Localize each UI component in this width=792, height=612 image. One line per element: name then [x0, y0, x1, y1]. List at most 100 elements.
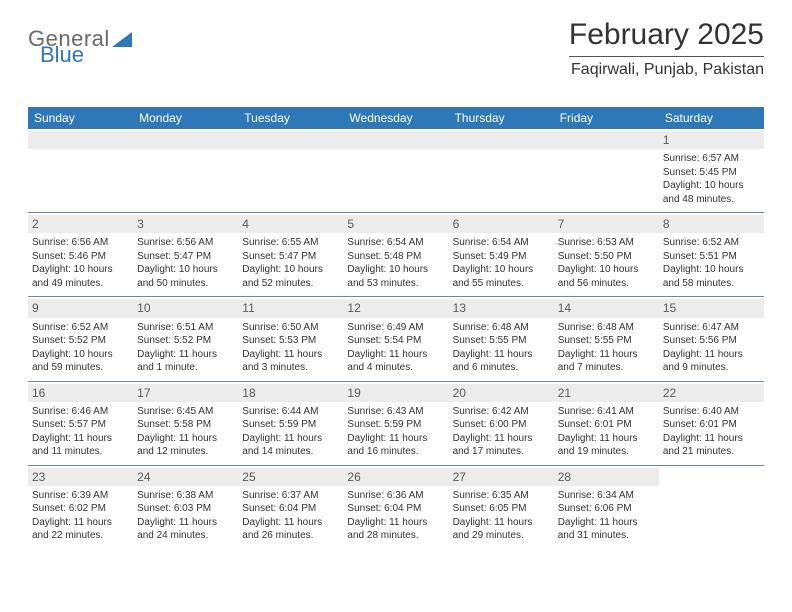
daylight-text: Daylight: 10 hours and 59 minutes. [32, 348, 129, 375]
sunrise-text: Sunrise: 6:53 AM [558, 236, 655, 250]
day-cell: 9 Sunrise: 6:52 AMSunset: 5:52 PMDaylight… [28, 297, 133, 380]
weekday-header-row: SundayMondayTuesdayWednesdayThursdayFrid… [28, 107, 764, 129]
month-title: February 2025 [569, 18, 764, 57]
empty-cell [238, 129, 343, 212]
day-info: Sunrise: 6:46 AMSunset: 5:57 PMDaylight:… [32, 405, 129, 459]
daylight-text: Daylight: 11 hours and 28 minutes. [347, 516, 444, 543]
day-cell: 19 Sunrise: 6:43 AMSunset: 5:59 PMDayligh… [343, 382, 448, 465]
sunrise-text: Sunrise: 6:40 AM [663, 405, 760, 419]
day-number: 18 [238, 384, 343, 402]
sunset-text: Sunset: 5:59 PM [242, 418, 339, 432]
day-number: 11 [238, 299, 343, 317]
day-number: 24 [133, 468, 238, 486]
sunrise-text: Sunrise: 6:49 AM [347, 321, 444, 335]
weekday-header: Tuesday [238, 107, 343, 129]
day-info: Sunrise: 6:45 AMSunset: 5:58 PMDaylight:… [137, 405, 234, 459]
brand-part2: Blue [40, 42, 84, 68]
sunset-text: Sunset: 5:45 PM [663, 166, 760, 180]
sunset-text: Sunset: 5:55 PM [558, 334, 655, 348]
day-number [238, 131, 343, 149]
day-info: Sunrise: 6:36 AMSunset: 6:04 PMDaylight:… [347, 489, 444, 543]
day-number: 1 [659, 131, 764, 149]
sunset-text: Sunset: 6:01 PM [663, 418, 760, 432]
weekday-header: Friday [554, 107, 659, 129]
sunset-text: Sunset: 5:55 PM [453, 334, 550, 348]
sunset-text: Sunset: 5:47 PM [137, 250, 234, 264]
sunrise-text: Sunrise: 6:38 AM [137, 489, 234, 503]
empty-cell [659, 466, 764, 549]
daylight-text: Daylight: 11 hours and 6 minutes. [453, 348, 550, 375]
day-cell: 12Sunrise: 6:49 AMSunset: 5:54 PMDayligh… [343, 297, 448, 380]
weekday-header: Monday [133, 107, 238, 129]
day-number: 21 [554, 384, 659, 402]
sunset-text: Sunset: 6:05 PM [453, 502, 550, 516]
sunset-text: Sunset: 6:01 PM [558, 418, 655, 432]
day-info: Sunrise: 6:52 AMSunset: 5:51 PMDaylight:… [663, 236, 760, 290]
sunrise-text: Sunrise: 6:54 AM [347, 236, 444, 250]
day-number: 8 [659, 215, 764, 233]
sunset-text: Sunset: 5:57 PM [32, 418, 129, 432]
day-number: 19 [343, 384, 448, 402]
daylight-text: Daylight: 11 hours and 3 minutes. [242, 348, 339, 375]
sunset-text: Sunset: 5:46 PM [32, 250, 129, 264]
sunrise-text: Sunrise: 6:48 AM [453, 321, 550, 335]
day-info: Sunrise: 6:34 AMSunset: 6:06 PMDaylight:… [558, 489, 655, 543]
sunset-text: Sunset: 5:48 PM [347, 250, 444, 264]
daylight-text: Daylight: 10 hours and 50 minutes. [137, 263, 234, 290]
sunrise-text: Sunrise: 6:47 AM [663, 321, 760, 335]
weekday-header: Sunday [28, 107, 133, 129]
day-info: Sunrise: 6:41 AMSunset: 6:01 PMDaylight:… [558, 405, 655, 459]
day-cell: 8 Sunrise: 6:52 AMSunset: 5:51 PMDaylight… [659, 213, 764, 296]
day-cell: 26Sunrise: 6:36 AMSunset: 6:04 PMDayligh… [343, 466, 448, 549]
day-info: Sunrise: 6:47 AMSunset: 5:56 PMDaylight:… [663, 321, 760, 375]
sunrise-text: Sunrise: 6:51 AM [137, 321, 234, 335]
location: Faqirwali, Punjab, Pakistan [569, 61, 764, 79]
day-cell: 1 Sunrise: 6:57 AMSunset: 5:45 PMDaylight… [659, 129, 764, 212]
day-info: Sunrise: 6:35 AMSunset: 6:05 PMDaylight:… [453, 489, 550, 543]
day-cell: 21 Sunrise: 6:41 AMSunset: 6:01 PMDayligh… [554, 382, 659, 465]
sunset-text: Sunset: 6:04 PM [347, 502, 444, 516]
sunrise-text: Sunrise: 6:42 AM [453, 405, 550, 419]
sunrise-text: Sunrise: 6:52 AM [32, 321, 129, 335]
day-number: 13 [449, 299, 554, 317]
day-cell: 18Sunrise: 6:44 AMSunset: 5:59 PMDayligh… [238, 382, 343, 465]
sunrise-text: Sunrise: 6:48 AM [558, 321, 655, 335]
day-number: 27 [449, 468, 554, 486]
daylight-text: Daylight: 11 hours and 26 minutes. [242, 516, 339, 543]
sunset-text: Sunset: 6:03 PM [137, 502, 234, 516]
day-info: Sunrise: 6:42 AMSunset: 6:00 PMDaylight:… [453, 405, 550, 459]
day-info: Sunrise: 6:48 AMSunset: 5:55 PMDaylight:… [453, 321, 550, 375]
sunrise-text: Sunrise: 6:45 AM [137, 405, 234, 419]
daylight-text: Daylight: 11 hours and 1 minute. [137, 348, 234, 375]
daylight-text: Daylight: 11 hours and 12 minutes. [137, 432, 234, 459]
week-row: 9Sunrise: 6:52 AMSunset: 5:52 PMDaylight… [28, 296, 764, 380]
daylight-text: Daylight: 10 hours and 56 minutes. [558, 263, 655, 290]
daylight-text: Daylight: 10 hours and 58 minutes. [663, 263, 760, 290]
daylight-text: Daylight: 11 hours and 14 minutes. [242, 432, 339, 459]
day-number: 28 [554, 468, 659, 486]
day-info: Sunrise: 6:56 AMSunset: 5:47 PMDaylight:… [137, 236, 234, 290]
day-info: Sunrise: 6:54 AMSunset: 5:49 PMDaylight:… [453, 236, 550, 290]
day-info: Sunrise: 6:43 AMSunset: 5:59 PMDaylight:… [347, 405, 444, 459]
daylight-text: Daylight: 11 hours and 24 minutes. [137, 516, 234, 543]
daylight-text: Daylight: 11 hours and 29 minutes. [453, 516, 550, 543]
day-info: Sunrise: 6:40 AMSunset: 6:01 PMDaylight:… [663, 405, 760, 459]
daylight-text: Daylight: 10 hours and 49 minutes. [32, 263, 129, 290]
empty-cell [343, 129, 448, 212]
day-cell: 28 Sunrise: 6:34 AMSunset: 6:06 PMDayligh… [554, 466, 659, 549]
day-info: Sunrise: 6:57 AMSunset: 5:45 PMDaylight:… [663, 152, 760, 206]
header: General February 2025 Faqirwali, Punjab,… [28, 18, 764, 79]
day-info: Sunrise: 6:50 AMSunset: 5:53 PMDaylight:… [242, 321, 339, 375]
day-number: 22 [659, 384, 764, 402]
empty-cell [133, 129, 238, 212]
day-cell: 4Sunrise: 6:55 AMSunset: 5:47 PMDaylight… [238, 213, 343, 296]
day-cell: 6Sunrise: 6:54 AMSunset: 5:49 PMDaylight… [449, 213, 554, 296]
day-number: 3 [133, 215, 238, 233]
day-number: 9 [28, 299, 133, 317]
sunrise-text: Sunrise: 6:54 AM [453, 236, 550, 250]
day-number: 15 [659, 299, 764, 317]
daylight-text: Daylight: 11 hours and 7 minutes. [558, 348, 655, 375]
sunset-text: Sunset: 5:52 PM [32, 334, 129, 348]
weekday-header: Wednesday [343, 107, 448, 129]
daylight-text: Daylight: 11 hours and 21 minutes. [663, 432, 760, 459]
